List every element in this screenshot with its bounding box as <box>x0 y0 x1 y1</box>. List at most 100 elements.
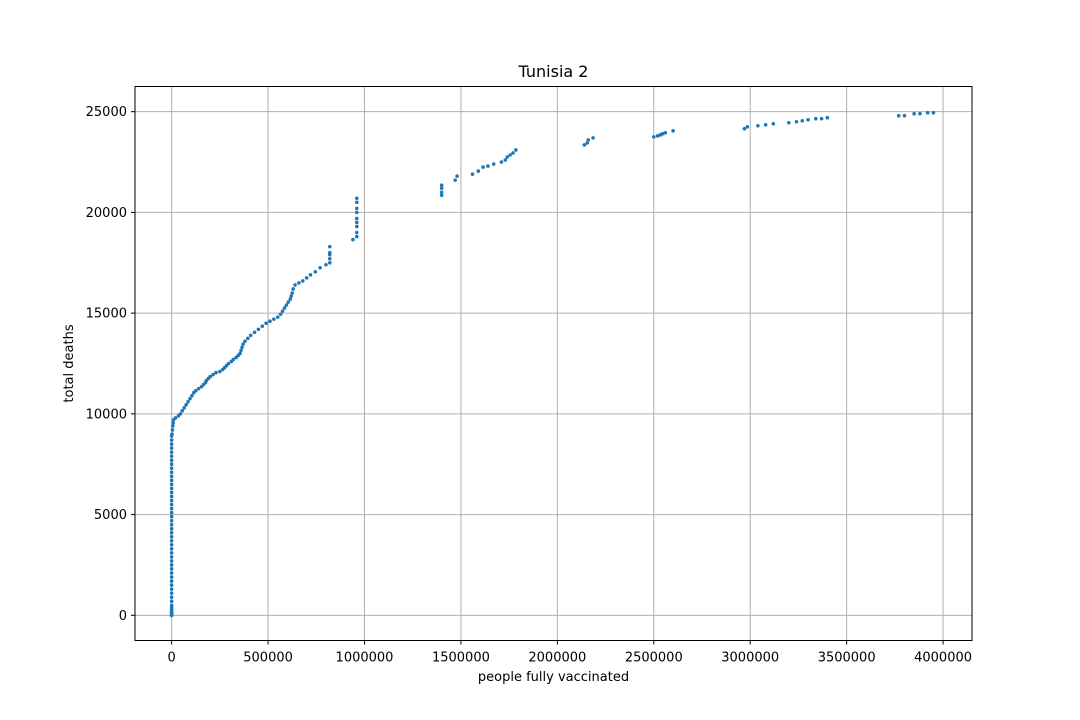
data-point <box>278 312 283 316</box>
data-point <box>912 111 916 116</box>
data-point <box>239 348 243 353</box>
data-point <box>742 127 747 131</box>
data-point <box>918 111 922 116</box>
data-point <box>226 361 231 366</box>
data-point <box>318 266 322 270</box>
x-tick-label: 4000000 <box>914 651 972 666</box>
data-point <box>439 193 444 198</box>
data-point <box>282 306 287 310</box>
data-point <box>275 315 280 319</box>
data-point <box>354 216 359 221</box>
data-point <box>178 412 183 416</box>
data-point <box>208 374 213 379</box>
y-tick-label: 5000 <box>94 508 127 523</box>
data-point <box>169 563 174 567</box>
data-point <box>169 498 174 503</box>
data-point <box>902 113 907 118</box>
x-tick-label: 0 <box>168 651 176 666</box>
data-point <box>169 518 174 523</box>
data-point <box>354 220 359 225</box>
data-point <box>218 369 222 374</box>
data-point <box>248 333 253 338</box>
data-point <box>169 462 174 467</box>
data-point <box>238 351 242 356</box>
data-point <box>505 155 510 159</box>
data-point <box>243 339 247 344</box>
data-point <box>585 141 590 145</box>
data-point <box>169 534 174 539</box>
data-point <box>806 117 810 122</box>
data-point <box>327 256 332 261</box>
data-point <box>663 131 668 135</box>
data-point <box>745 124 750 129</box>
data-point <box>499 160 504 164</box>
data-point <box>313 270 318 274</box>
data-point <box>260 324 265 329</box>
data-point <box>169 478 174 483</box>
data-point <box>771 121 776 126</box>
data-point <box>763 122 768 127</box>
data-point <box>169 502 174 507</box>
data-point <box>169 526 174 531</box>
data-point <box>304 276 309 280</box>
x-axis-ticks: 0 500000 1000000 1500000 2000000 2500000 30000… <box>168 640 972 666</box>
data-point <box>231 357 236 362</box>
data-point <box>169 547 174 551</box>
y-tick-label: 10000 <box>86 407 127 422</box>
data-point <box>211 372 215 377</box>
data-point <box>288 297 293 301</box>
data-point <box>241 342 245 347</box>
data-point <box>169 543 174 547</box>
data-point <box>327 244 332 249</box>
data-point <box>169 587 174 591</box>
data-point <box>169 458 174 462</box>
x-tick-label: 500000 <box>243 651 293 666</box>
data-point <box>284 303 289 307</box>
data-point <box>354 234 359 239</box>
data-point <box>169 603 174 608</box>
data-point <box>186 399 190 404</box>
data-point <box>293 283 297 287</box>
data-point <box>169 506 174 511</box>
data-point <box>169 591 174 595</box>
data-point <box>503 158 508 162</box>
data-point <box>169 567 174 571</box>
data-point <box>169 559 174 563</box>
data-point <box>470 172 475 176</box>
x-tick-label: 2500000 <box>625 651 683 666</box>
y-axis-label: total deaths <box>62 324 77 402</box>
data-point <box>169 474 174 479</box>
data-point <box>169 555 174 559</box>
data-point <box>327 260 332 265</box>
y-tick-label: 25000 <box>86 105 127 120</box>
data-point <box>169 551 174 555</box>
data-point <box>169 530 174 535</box>
y-axis-ticks: 0 5000 10000 15000 20000 25000 <box>86 105 135 624</box>
data-point <box>169 510 174 515</box>
data-point <box>180 409 185 413</box>
data-point <box>671 129 675 133</box>
data-point <box>476 169 481 173</box>
data-point <box>169 470 174 475</box>
data-point <box>800 118 805 123</box>
data-point <box>256 327 261 332</box>
y-tick-label: 15000 <box>86 307 127 322</box>
data-point <box>169 579 174 583</box>
data-point <box>280 309 285 313</box>
data-point <box>354 206 359 211</box>
x-tick-label: 3000000 <box>721 651 779 666</box>
data-point <box>896 113 901 118</box>
data-point <box>188 396 192 401</box>
data-point <box>170 428 175 432</box>
data-point <box>193 388 198 393</box>
data-point <box>169 490 174 495</box>
data-point <box>786 120 791 125</box>
data-point <box>169 446 174 450</box>
data-point <box>169 466 174 471</box>
data-point <box>169 595 174 599</box>
data-point <box>351 237 355 242</box>
data-point <box>289 294 294 298</box>
data-point <box>297 281 301 285</box>
data-point <box>455 174 459 178</box>
